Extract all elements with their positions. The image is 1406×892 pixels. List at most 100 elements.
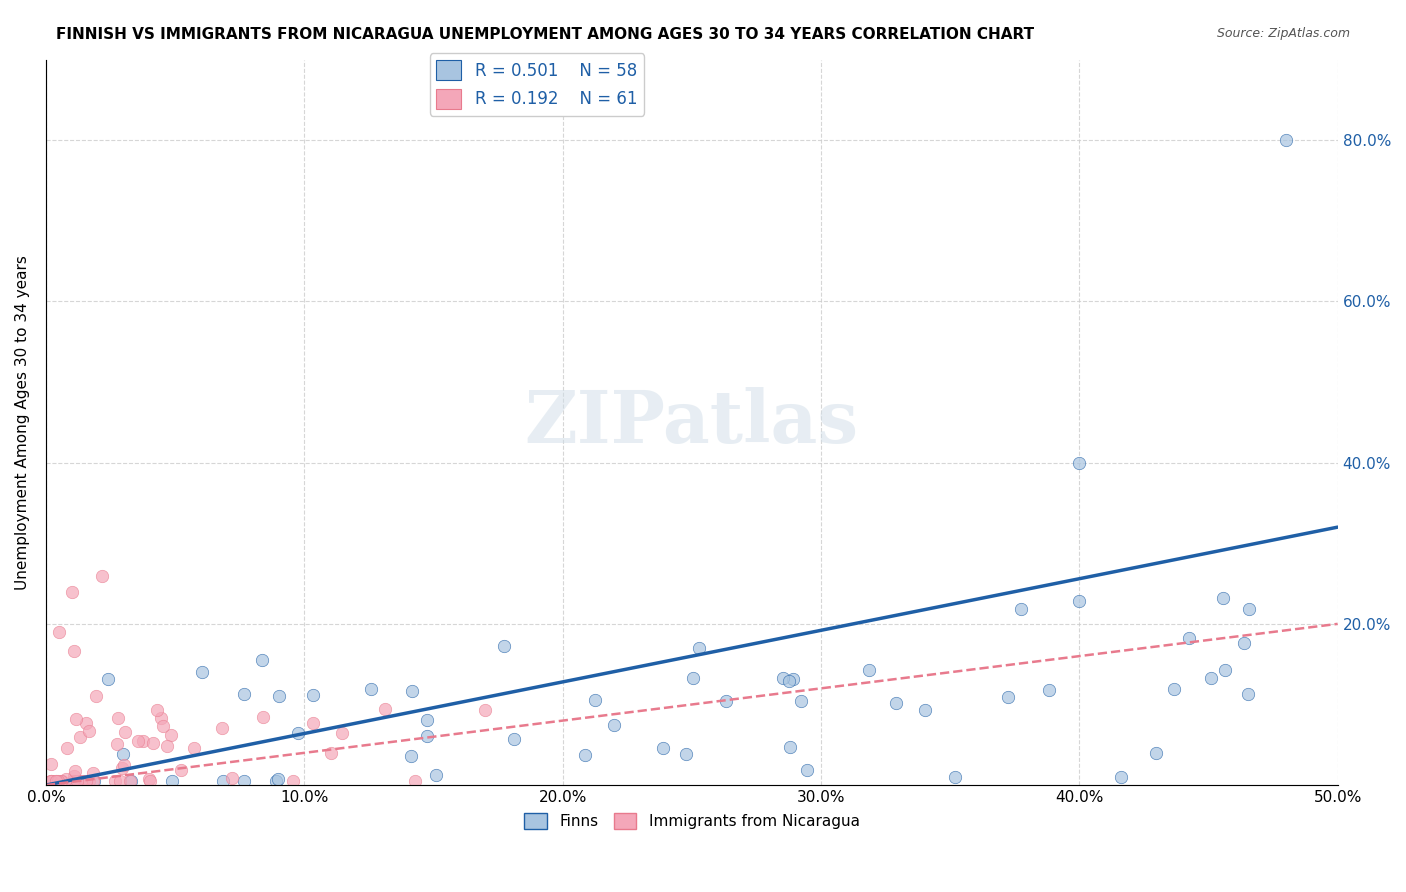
Point xyxy=(404,774,426,789)
Point xyxy=(118,774,141,789)
Point xyxy=(60,584,83,599)
Point xyxy=(69,774,91,789)
Point xyxy=(416,729,439,743)
Point xyxy=(221,771,243,785)
Point xyxy=(121,774,143,789)
Point xyxy=(150,711,173,725)
Text: Source: ZipAtlas.com: Source: ZipAtlas.com xyxy=(1216,27,1350,40)
Point xyxy=(55,772,77,786)
Point xyxy=(330,726,353,740)
Point xyxy=(914,703,936,717)
Point xyxy=(266,772,288,786)
Point xyxy=(603,718,626,732)
Text: ZIPatlas: ZIPatlas xyxy=(524,387,859,458)
Point xyxy=(374,702,396,716)
Point xyxy=(360,682,382,697)
Point xyxy=(127,733,149,747)
Point xyxy=(104,774,127,789)
Point xyxy=(110,762,132,776)
Point xyxy=(574,747,596,762)
Point xyxy=(682,671,704,685)
Point xyxy=(321,746,343,760)
Point xyxy=(211,721,233,735)
Point xyxy=(160,774,183,789)
Point xyxy=(1069,456,1091,470)
Point xyxy=(63,769,86,783)
Point xyxy=(1237,687,1260,701)
Point xyxy=(269,689,291,703)
Legend: Finns, Immigrants from Nicaragua: Finns, Immigrants from Nicaragua xyxy=(517,807,866,836)
Text: FINNISH VS IMMIGRANTS FROM NICARAGUA UNEMPLOYMENT AMONG AGES 30 TO 34 YEARS CORR: FINNISH VS IMMIGRANTS FROM NICARAGUA UNE… xyxy=(56,27,1035,42)
Point xyxy=(1067,594,1090,608)
Point xyxy=(232,687,254,701)
Point xyxy=(183,741,205,756)
Point xyxy=(688,640,710,655)
Point xyxy=(45,774,67,789)
Point xyxy=(97,672,120,686)
Point xyxy=(1212,591,1234,606)
Point xyxy=(90,568,112,582)
Point xyxy=(138,772,160,786)
Point xyxy=(416,714,439,728)
Point xyxy=(778,674,800,689)
Point xyxy=(152,719,174,733)
Point xyxy=(72,774,94,789)
Point xyxy=(48,624,70,639)
Point xyxy=(399,748,422,763)
Point xyxy=(1109,770,1132,784)
Point xyxy=(252,710,274,724)
Point xyxy=(782,672,804,686)
Point xyxy=(66,774,89,789)
Point xyxy=(69,730,91,744)
Point xyxy=(138,774,160,789)
Point xyxy=(790,694,813,708)
Point xyxy=(191,665,214,679)
Point xyxy=(651,741,673,756)
Point xyxy=(302,688,325,702)
Point xyxy=(108,774,131,789)
Point xyxy=(65,774,87,789)
Point xyxy=(401,684,423,698)
Point xyxy=(1038,683,1060,698)
Point xyxy=(502,732,524,747)
Point xyxy=(112,757,135,772)
Point xyxy=(232,774,254,789)
Point xyxy=(264,774,287,789)
Point xyxy=(1144,746,1167,760)
Point xyxy=(302,715,325,730)
Point xyxy=(48,774,70,789)
Point xyxy=(65,712,87,726)
Point xyxy=(114,725,136,739)
Point xyxy=(39,774,62,789)
Point xyxy=(39,774,62,789)
Point xyxy=(425,768,447,782)
Point xyxy=(62,774,84,789)
Point xyxy=(77,774,100,789)
Point xyxy=(82,774,104,789)
Point xyxy=(75,774,97,789)
Point xyxy=(63,774,86,789)
Point xyxy=(86,689,108,703)
Point xyxy=(41,757,63,772)
Point xyxy=(675,747,697,761)
Point xyxy=(105,737,128,751)
Point xyxy=(858,663,880,677)
Point xyxy=(142,736,165,750)
Point xyxy=(474,703,496,717)
Point xyxy=(250,653,273,667)
Point xyxy=(1213,664,1236,678)
Point xyxy=(1199,671,1222,685)
Point xyxy=(111,747,134,761)
Point xyxy=(492,639,515,653)
Point xyxy=(1010,602,1032,616)
Point xyxy=(796,763,818,777)
Point xyxy=(63,764,86,778)
Point xyxy=(160,728,183,742)
Point xyxy=(83,774,105,789)
Point xyxy=(1232,636,1254,650)
Point xyxy=(1275,133,1298,147)
Point xyxy=(997,690,1019,704)
Point xyxy=(169,764,191,778)
Point xyxy=(45,774,67,789)
Point xyxy=(772,671,794,685)
